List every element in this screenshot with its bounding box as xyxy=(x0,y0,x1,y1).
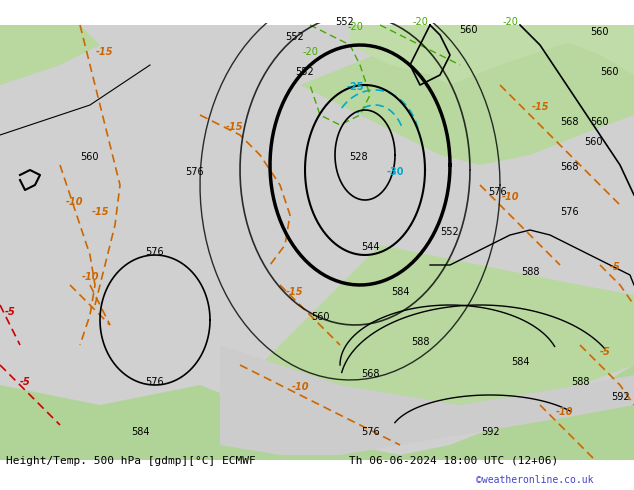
Text: 568: 568 xyxy=(560,162,578,172)
Text: 560: 560 xyxy=(590,27,609,37)
Text: -20: -20 xyxy=(412,17,428,27)
Text: -5: -5 xyxy=(4,307,15,317)
Text: -20: -20 xyxy=(347,22,363,32)
Text: -10: -10 xyxy=(291,382,309,392)
Text: 560: 560 xyxy=(584,137,602,147)
Text: -10: -10 xyxy=(66,197,84,207)
Text: 560: 560 xyxy=(80,152,98,162)
Text: -30: -30 xyxy=(386,167,404,177)
Text: -10: -10 xyxy=(81,272,99,282)
Text: 588: 588 xyxy=(571,377,589,387)
Polygon shape xyxy=(300,25,634,165)
Text: 576: 576 xyxy=(560,207,579,217)
Text: 552: 552 xyxy=(440,227,459,237)
Polygon shape xyxy=(350,25,634,85)
Polygon shape xyxy=(500,25,634,75)
Text: 576: 576 xyxy=(146,247,164,257)
Text: 552: 552 xyxy=(335,17,354,27)
Text: 560: 560 xyxy=(600,67,619,77)
Text: 560: 560 xyxy=(590,117,609,127)
Text: 576: 576 xyxy=(361,427,379,437)
Text: Height/Temp. 500 hPa [gdmp][°C] ECMWF: Height/Temp. 500 hPa [gdmp][°C] ECMWF xyxy=(6,456,256,466)
Text: 560: 560 xyxy=(311,312,329,322)
Text: 552: 552 xyxy=(286,32,304,42)
Bar xyxy=(0,460,634,490)
Polygon shape xyxy=(0,365,634,465)
Text: 544: 544 xyxy=(361,242,379,252)
Text: 584: 584 xyxy=(391,287,410,297)
Text: 576: 576 xyxy=(488,187,507,197)
Text: 568: 568 xyxy=(560,117,578,127)
Polygon shape xyxy=(0,25,100,85)
Polygon shape xyxy=(220,345,634,455)
Text: -20: -20 xyxy=(302,47,318,57)
Polygon shape xyxy=(180,245,634,465)
Text: 576: 576 xyxy=(146,377,164,387)
Text: 560: 560 xyxy=(459,25,477,35)
Text: 584: 584 xyxy=(131,427,149,437)
Text: 592: 592 xyxy=(611,392,630,402)
Text: ©weatheronline.co.uk: ©weatheronline.co.uk xyxy=(476,475,593,485)
Text: -15: -15 xyxy=(91,207,109,217)
Text: -15: -15 xyxy=(531,102,549,112)
Text: 588: 588 xyxy=(521,267,540,277)
Text: 568: 568 xyxy=(361,369,379,379)
Text: -15: -15 xyxy=(96,47,113,57)
Text: -5: -5 xyxy=(600,347,611,357)
Text: -5: -5 xyxy=(610,262,621,272)
Text: -5: -5 xyxy=(20,377,30,387)
Text: -15: -15 xyxy=(286,287,304,297)
Text: Th 06-06-2024 18:00 UTC (12+06): Th 06-06-2024 18:00 UTC (12+06) xyxy=(349,456,558,466)
Text: 584: 584 xyxy=(511,357,529,367)
Text: -25: -25 xyxy=(346,82,364,92)
Text: 528: 528 xyxy=(349,152,367,162)
Text: -10: -10 xyxy=(556,407,574,417)
Text: -10: -10 xyxy=(501,192,519,202)
Text: 592: 592 xyxy=(481,427,500,437)
Text: 576: 576 xyxy=(185,167,204,177)
Text: -20: -20 xyxy=(502,17,518,27)
Text: 552: 552 xyxy=(295,67,314,77)
Text: 588: 588 xyxy=(411,337,429,347)
Text: -15: -15 xyxy=(226,122,243,132)
